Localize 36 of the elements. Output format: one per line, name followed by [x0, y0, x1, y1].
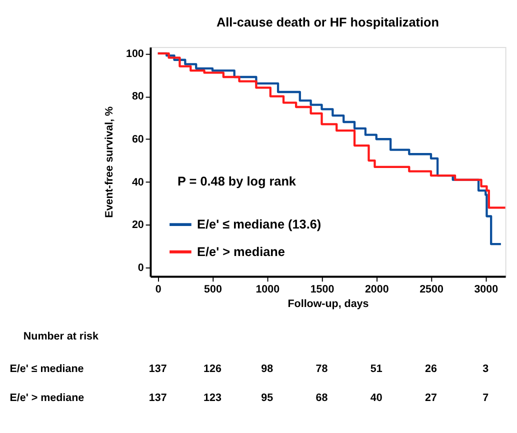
y-tick-label: 40 [132, 176, 144, 188]
text: 78 [316, 362, 328, 375]
text: 68 [316, 392, 328, 404]
legend-label: E/e' > mediane [197, 244, 285, 259]
x-tick-label: 2500 [420, 283, 444, 296]
text: 40 [370, 392, 382, 404]
annotation: P = 0.48 by log rank [178, 174, 297, 189]
text: 137 [148, 392, 167, 404]
text: E/e' ≤ mediane [10, 362, 84, 375]
text: 7 [482, 392, 489, 404]
text: 27 [425, 392, 437, 404]
x-tick-label: 500 [204, 283, 222, 296]
legend-label: E/e' ≤ mediane (13.6) [197, 217, 322, 232]
text: 95 [261, 392, 274, 404]
text: E/e' > mediane [10, 392, 84, 404]
y-tick-label: 100 [126, 48, 144, 60]
text: 3 [482, 362, 489, 375]
text: Number at risk [23, 330, 99, 343]
text: 51 [370, 362, 382, 375]
x-tick-label: 1500 [310, 283, 334, 296]
text: 98 [261, 362, 274, 375]
x-tick-label: 3000 [474, 283, 498, 296]
chart-title: All-cause death or HF hospitalization [216, 16, 440, 30]
x-tick-label: 0 [155, 283, 162, 296]
x-tick-label: 2000 [364, 283, 389, 296]
y-tick-label: 60 [132, 134, 144, 146]
y-axis-title: Event-free survival, % [103, 106, 116, 218]
y-tick-label: 0 [138, 262, 144, 274]
text: 26 [425, 362, 437, 375]
x-tick-label: 1000 [256, 283, 280, 296]
y-tick-label: 20 [132, 219, 144, 232]
x-axis-title: Follow-up, days [288, 298, 369, 310]
text: 137 [148, 362, 167, 375]
text: 126 [204, 362, 222, 375]
text: 123 [204, 392, 222, 404]
y-tick-label: 80 [132, 90, 144, 103]
